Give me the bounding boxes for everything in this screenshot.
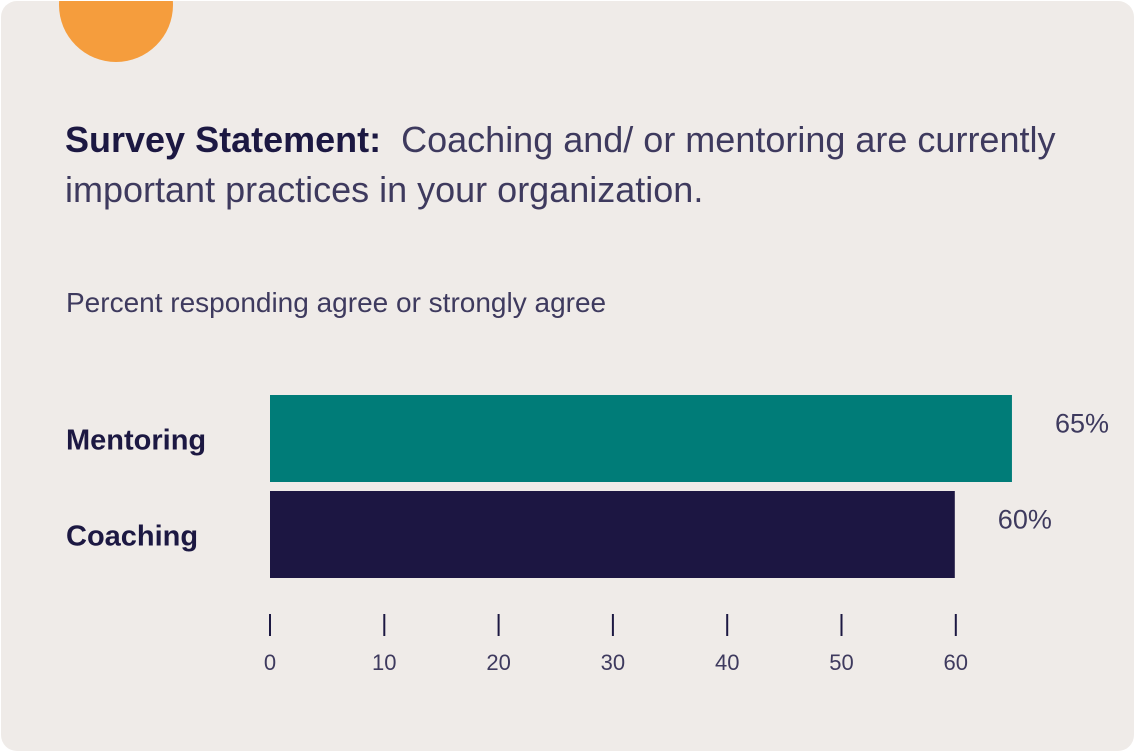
category-label-mentoring: Mentoring bbox=[66, 425, 206, 457]
x-tick-label-10: 10 bbox=[372, 650, 396, 675]
x-tick-label-60: 60 bbox=[944, 650, 968, 675]
statement-text: Coaching and/ or mentoring are currently… bbox=[65, 119, 1056, 210]
x-tick-label-30: 30 bbox=[601, 650, 625, 675]
x-tick-label-50: 50 bbox=[829, 650, 853, 675]
chart-subtitle: Percent responding agree or strongly agr… bbox=[66, 287, 607, 318]
survey-statement: Survey Statement: Coaching and/ or mento… bbox=[65, 115, 1085, 215]
data-label-coaching: 60% bbox=[998, 505, 1052, 535]
x-tick-label-0: 0 bbox=[264, 650, 276, 675]
bar-coaching bbox=[270, 491, 955, 578]
x-tick-label-40: 40 bbox=[715, 650, 739, 675]
data-label-mentoring: 65% bbox=[1055, 409, 1109, 439]
x-tick-label-20: 20 bbox=[486, 650, 510, 675]
statement-lead: Survey Statement: bbox=[65, 119, 382, 160]
bar-mentoring bbox=[270, 395, 1012, 482]
category-label-coaching: Coaching bbox=[66, 521, 198, 553]
